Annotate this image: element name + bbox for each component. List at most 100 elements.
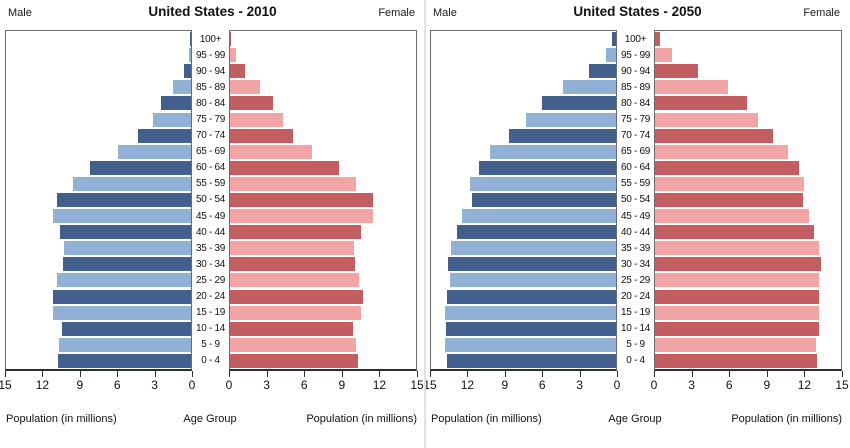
age-label-85-89: 85 - 89	[195, 81, 226, 93]
bar-male-90-94	[183, 64, 191, 79]
bar-row-male-20-24	[431, 289, 616, 305]
bar-row-female-5-9	[230, 337, 416, 353]
bar-row-male-15-19	[6, 305, 191, 321]
bar-row-male-100+	[6, 31, 191, 47]
x-tick-label-female-12: 12	[372, 378, 387, 392]
bar-female-70-74	[655, 128, 773, 143]
charts-divider-line	[424, 0, 426, 448]
bar-row-female-15-19	[655, 305, 841, 321]
x-axis-ticks: 0 3 6 9 12 15 0 3 6 9 12 15	[0, 371, 425, 401]
bar-male-15-19	[52, 305, 191, 320]
bar-male-60-64	[89, 160, 191, 175]
age-label-50-54: 50 - 54	[195, 194, 226, 206]
xlabel-age-group: Age Group	[183, 413, 237, 425]
x-tick-label-male-9: 9	[501, 378, 509, 392]
bar-female-45-49	[230, 209, 373, 224]
bar-row-male-90-94	[6, 63, 191, 79]
bar-male-70-74	[508, 128, 616, 143]
bar-row-male-10-14	[6, 321, 191, 337]
bar-row-male-0-4	[6, 353, 191, 369]
bar-row-female-95-99	[230, 47, 416, 63]
bar-female-25-29	[655, 273, 819, 288]
bar-row-female-100+	[230, 31, 416, 47]
male-side-label: Male	[433, 7, 457, 19]
bar-male-25-29	[449, 273, 616, 288]
bar-male-50-54	[56, 192, 191, 207]
x-tick-label-male-0: 0	[188, 378, 196, 392]
age-label-40-44: 40 - 44	[620, 226, 651, 238]
age-label-10-14: 10 - 14	[195, 323, 226, 335]
age-group-labels-column: 100+ 95 - 99 90 - 94 85 - 89 80 - 84 75 - 79 7…	[192, 30, 229, 371]
bar-female-75-79	[655, 112, 758, 127]
age-label-45-49: 45 - 49	[195, 210, 226, 222]
bar-row-male-45-49	[6, 208, 191, 224]
bar-female-50-54	[230, 192, 373, 207]
age-label-55-59: 55 - 59	[195, 178, 226, 190]
age-label-90-94: 90 - 94	[620, 65, 651, 77]
bar-row-male-35-39	[431, 240, 616, 256]
bar-female-55-59	[230, 176, 357, 191]
bar-male-65-69	[490, 144, 616, 159]
age-label-25-29: 25 - 29	[620, 274, 651, 286]
bar-row-male-75-79	[431, 111, 616, 127]
bar-row-female-25-29	[655, 272, 841, 288]
male-side-label: Male	[8, 7, 32, 19]
age-label-55-59: 55 - 59	[620, 178, 651, 190]
age-label-95-99: 95 - 99	[620, 49, 651, 61]
age-label-80-84: 80 - 84	[620, 97, 651, 109]
bar-row-male-85-89	[6, 79, 191, 95]
x-tick-male-15	[430, 371, 431, 377]
age-label-25-29: 25 - 29	[195, 274, 226, 286]
bar-row-male-50-54	[6, 192, 191, 208]
bar-male-75-79	[525, 112, 616, 127]
age-label-35-39: 35 - 39	[195, 242, 226, 254]
bar-row-male-70-74	[6, 128, 191, 144]
pyramid-chart-2050: Male United States - 2050 Female 100+ 95 …	[423, 0, 850, 429]
age-label-85-89: 85 - 89	[620, 81, 651, 93]
female-bars-panel	[229, 30, 417, 371]
xlabel-male-population: Population (in millions)	[431, 413, 542, 425]
bar-row-male-60-64	[431, 160, 616, 176]
bar-row-female-10-14	[655, 321, 841, 337]
bar-female-50-54	[655, 192, 803, 207]
age-label-15-19: 15 - 19	[195, 307, 226, 319]
age-label-65-69: 65 - 69	[195, 146, 226, 158]
bar-row-male-70-74	[431, 128, 616, 144]
x-tick-label-male-3: 3	[151, 378, 158, 392]
x-tick-label-male-15: 15	[0, 378, 12, 392]
bar-male-90-94	[588, 64, 616, 79]
bar-female-95-99	[655, 48, 673, 63]
bar-male-10-14	[445, 321, 616, 336]
x-axis-ticks: 0 3 6 9 12 15 0 3 6 9 12 15	[423, 371, 850, 401]
age-label-60-64: 60 - 64	[620, 162, 651, 174]
xlabel-female-population: Population (in millions)	[306, 413, 417, 425]
bar-male-80-84	[161, 96, 191, 111]
bar-row-male-5-9	[6, 337, 191, 353]
bar-row-female-60-64	[655, 160, 841, 176]
pyramid-chart-2010: Male United States - 2010 Female 100+ 95 …	[0, 0, 425, 429]
bar-male-45-49	[461, 209, 616, 224]
bar-row-female-10-14	[230, 321, 416, 337]
bar-row-female-85-89	[230, 79, 416, 95]
bar-female-60-64	[655, 160, 799, 175]
x-tick-male-12	[42, 371, 44, 377]
bar-row-female-45-49	[655, 208, 841, 224]
bar-female-90-94	[655, 64, 699, 79]
age-label-100+: 100+	[624, 33, 647, 45]
chart-title: United States - 2050	[573, 4, 702, 19]
bar-female-0-4	[230, 353, 358, 368]
bar-male-100+	[190, 32, 191, 47]
bar-male-40-44	[60, 225, 191, 240]
x-tick-female-9	[341, 371, 343, 377]
bar-female-80-84	[655, 96, 747, 111]
x-tick-male-12	[467, 371, 469, 377]
bar-row-male-95-99	[6, 47, 191, 63]
bar-row-female-75-79	[230, 111, 416, 127]
bar-female-30-34	[230, 257, 356, 272]
age-label-5-9: 5 - 9	[201, 339, 220, 351]
female-side-label: Female	[378, 7, 415, 19]
bar-male-5-9	[444, 337, 616, 352]
x-tick-label-male-15: 15	[423, 378, 437, 392]
bar-female-100+	[655, 32, 660, 47]
x-tick-label-female-3: 3	[688, 378, 695, 392]
